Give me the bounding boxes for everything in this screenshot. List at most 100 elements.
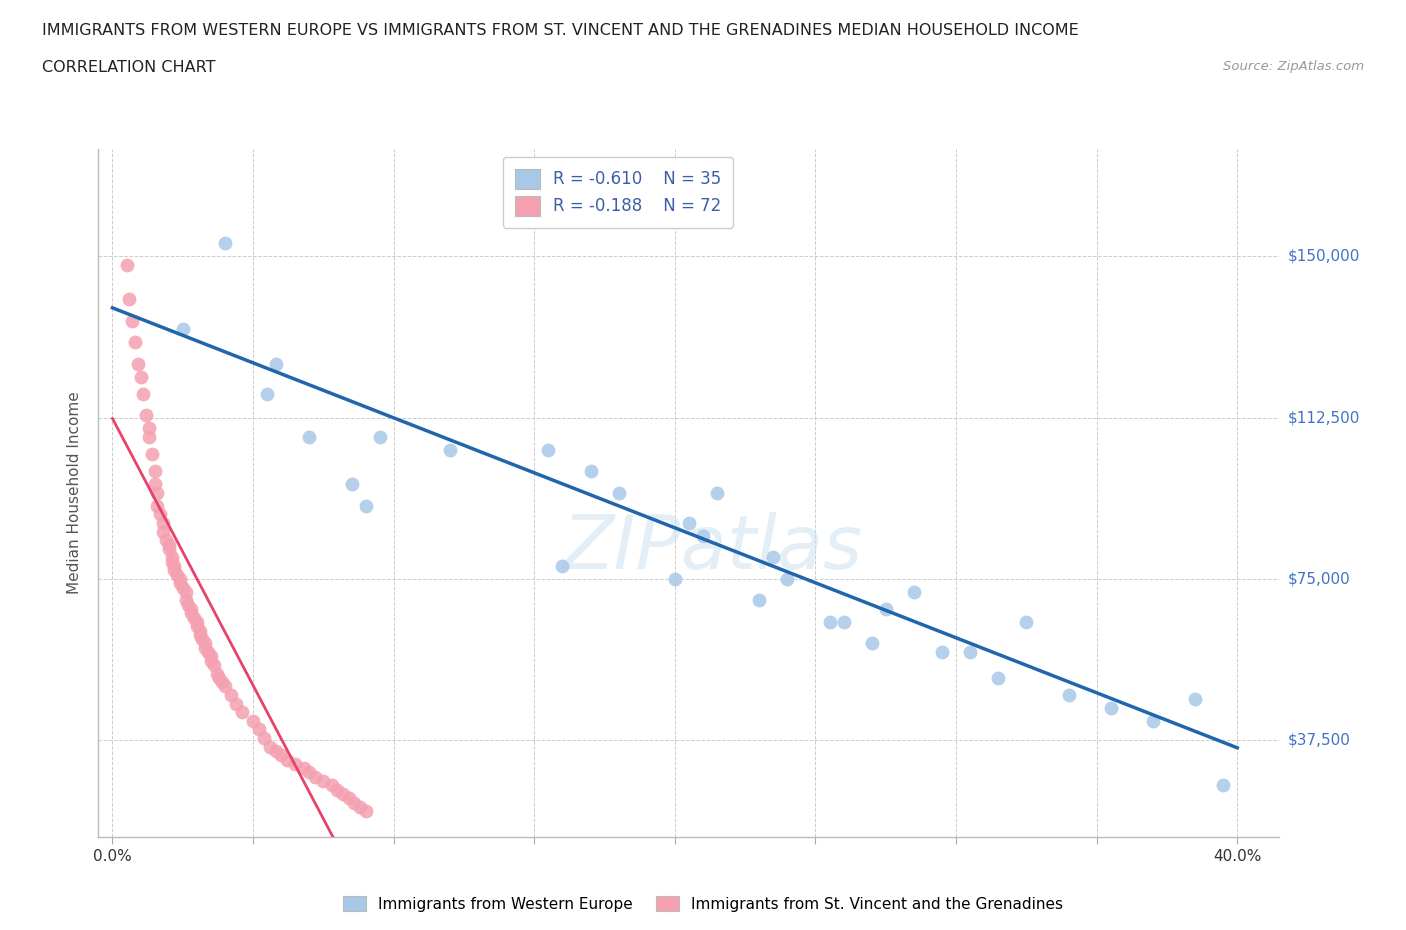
Point	[284, 756, 307, 771]
Point	[292, 761, 315, 776]
Point	[343, 795, 366, 810]
Point	[1142, 713, 1164, 728]
Point	[354, 804, 377, 818]
Point	[264, 744, 287, 759]
Point	[214, 236, 236, 251]
Point	[141, 446, 163, 461]
Point	[607, 485, 630, 500]
Point	[135, 408, 157, 423]
Point	[172, 580, 194, 595]
Point	[177, 597, 200, 612]
Point	[860, 636, 883, 651]
Point	[186, 615, 208, 630]
Point	[200, 649, 222, 664]
Text: $150,000: $150,000	[1288, 249, 1360, 264]
Point	[152, 515, 174, 530]
Point	[253, 731, 276, 746]
Point	[174, 584, 197, 599]
Point	[1184, 692, 1206, 707]
Point	[169, 571, 191, 587]
Point	[354, 498, 377, 513]
Point	[931, 644, 953, 659]
Point	[1057, 687, 1080, 702]
Point	[163, 559, 186, 574]
Point	[832, 615, 855, 630]
Point	[121, 313, 143, 328]
Point	[762, 550, 785, 565]
Point	[208, 671, 231, 685]
Point	[160, 550, 183, 565]
Point	[219, 687, 242, 702]
Point	[194, 636, 217, 651]
Point	[298, 765, 321, 780]
Point	[349, 800, 371, 815]
Point	[256, 387, 278, 402]
Point	[678, 515, 700, 530]
Point	[160, 554, 183, 569]
Point	[202, 658, 225, 672]
Point	[231, 705, 253, 720]
Point	[157, 538, 180, 552]
Point	[326, 782, 349, 797]
Point	[143, 477, 166, 492]
Point	[776, 571, 799, 587]
Legend: Immigrants from Western Europe, Immigrants from St. Vincent and the Grenadines: Immigrants from Western Europe, Immigran…	[337, 889, 1069, 918]
Point	[579, 464, 602, 479]
Point	[149, 507, 172, 522]
Point	[138, 421, 160, 436]
Point	[368, 430, 391, 445]
Text: $37,500: $37,500	[1288, 733, 1351, 748]
Point	[174, 593, 197, 608]
Point	[127, 356, 149, 371]
Point	[337, 790, 360, 805]
Point	[214, 679, 236, 694]
Point	[143, 464, 166, 479]
Point	[818, 615, 841, 630]
Point	[247, 722, 270, 737]
Point	[138, 430, 160, 445]
Point	[664, 571, 686, 587]
Point	[188, 628, 211, 643]
Point	[332, 787, 354, 802]
Point	[439, 443, 461, 458]
Point	[152, 525, 174, 539]
Text: Source: ZipAtlas.com: Source: ZipAtlas.com	[1223, 60, 1364, 73]
Point	[903, 584, 925, 599]
Text: IMMIGRANTS FROM WESTERN EUROPE VS IMMIGRANTS FROM ST. VINCENT AND THE GRENADINES: IMMIGRANTS FROM WESTERN EUROPE VS IMMIGR…	[42, 23, 1078, 38]
Point	[211, 675, 233, 690]
Point	[129, 369, 152, 384]
Point	[124, 335, 146, 350]
Point	[146, 485, 169, 500]
Point	[225, 697, 247, 711]
Point	[200, 653, 222, 668]
Text: $112,500: $112,500	[1288, 410, 1360, 425]
Point	[186, 618, 208, 633]
Text: CORRELATION CHART: CORRELATION CHART	[42, 60, 215, 75]
Text: ZIPatlas: ZIPatlas	[562, 512, 863, 584]
Point	[172, 322, 194, 337]
Text: $75,000: $75,000	[1288, 571, 1351, 587]
Point	[875, 602, 897, 617]
Point	[118, 292, 141, 307]
Point	[321, 777, 343, 792]
Point	[276, 752, 298, 767]
Point	[1015, 615, 1038, 630]
Point	[340, 477, 363, 492]
Point	[163, 563, 186, 578]
Point	[1212, 777, 1234, 792]
Point	[264, 356, 287, 371]
Point	[242, 713, 264, 728]
Point	[180, 602, 202, 617]
Y-axis label: Median Household Income: Median Household Income	[67, 392, 83, 594]
Point	[270, 748, 292, 763]
Point	[304, 769, 326, 784]
Point	[259, 739, 281, 754]
Point	[155, 533, 177, 548]
Point	[191, 631, 214, 646]
Point	[706, 485, 728, 500]
Point	[180, 606, 202, 621]
Point	[188, 623, 211, 638]
Point	[748, 593, 770, 608]
Point	[115, 258, 138, 272]
Point	[692, 528, 714, 543]
